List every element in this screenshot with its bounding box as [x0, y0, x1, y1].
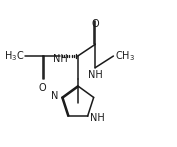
Text: N: N: [51, 91, 58, 101]
Text: H$_3$C: H$_3$C: [4, 49, 24, 63]
Text: CH$_3$: CH$_3$: [115, 49, 135, 63]
Text: NH: NH: [53, 54, 68, 64]
Text: NH: NH: [88, 70, 103, 80]
Text: O: O: [91, 19, 99, 29]
Text: O: O: [39, 83, 47, 93]
Text: NH: NH: [90, 113, 105, 123]
